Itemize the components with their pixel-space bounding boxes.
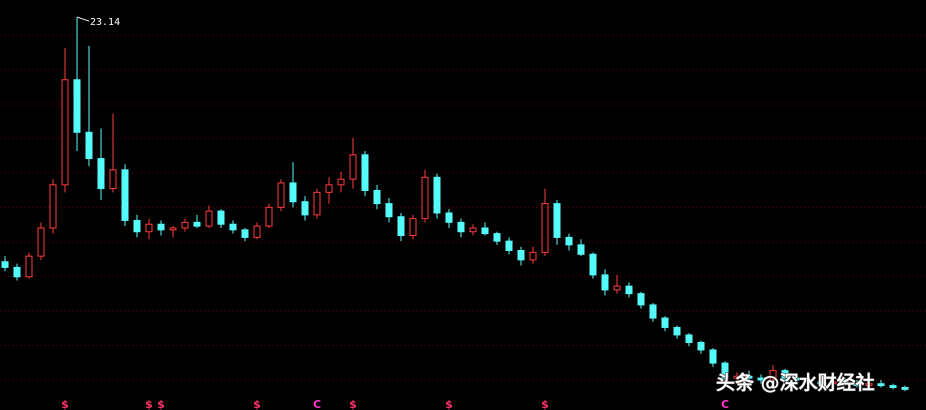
candle-body [253,225,261,238]
candle-body [433,176,441,214]
candle-body [769,370,777,381]
event-marker: C [313,398,321,410]
candle-body [409,218,417,236]
candle-body [277,182,285,208]
candle-body [193,221,201,227]
candle-body [157,223,165,231]
candle-body [241,229,249,238]
candle-body [205,210,213,227]
candle-body [601,274,609,291]
candle-body [649,304,657,319]
candle-body [85,131,93,160]
candle-body [337,178,345,186]
candle-body [841,381,849,385]
candle-body [553,203,561,238]
candle-body [877,383,885,387]
candle-body [109,169,117,190]
event-marker: $ [445,398,453,410]
candle-body [145,223,153,233]
candle-body [577,244,585,255]
candle-body [301,201,309,216]
candle-body [613,285,621,291]
candle-body [589,253,597,276]
candle-body [265,206,273,227]
candle-body [733,375,741,379]
candle-body [397,216,405,236]
candle-body [13,266,21,278]
candle-body [349,154,357,180]
candle-body [745,375,753,379]
candle-body [481,227,489,235]
candle-body [493,233,501,242]
candle-body [625,285,633,295]
candle-body [313,191,321,216]
candle-body [61,79,69,186]
candle-body [565,236,573,246]
event-marker: $ [61,398,69,410]
event-marker: $ [541,398,549,410]
candle-body [373,189,381,205]
event-marker: $ [157,398,165,410]
candle-body [805,379,813,383]
candle-body [709,349,717,364]
candle-body [97,158,105,190]
candle-body [121,169,129,221]
candle-body [505,240,513,252]
candle-body [421,176,429,220]
candle-body [517,250,525,261]
event-marker: C [721,398,729,410]
candle-body [1,261,9,268]
candle-body [25,255,33,278]
candle-body [901,386,909,390]
candle-body [781,370,789,379]
watermark: 头条 @深水财经社 [716,371,875,394]
candle-body [73,79,81,133]
candle-body [529,251,537,261]
candle-body [361,154,369,191]
peak-label: 23.14 [90,17,120,28]
candle-body [865,383,873,387]
candle-body [133,219,141,233]
candle-body [325,184,333,193]
event-marker: $ [349,398,357,410]
peak-pointer [76,16,90,22]
candle-body [685,334,693,343]
candle-body [37,227,45,257]
candles [1,17,909,392]
candle-body [661,317,669,328]
candle-body [757,377,765,381]
candle-body [217,210,225,225]
event-marker: $ [253,398,261,410]
candle-body [793,377,801,381]
candle-body [445,212,453,223]
candle-body [673,326,681,336]
event-marker: $ [145,398,153,410]
candle-body [541,203,549,253]
candle-body [817,381,825,385]
candle-body [229,223,237,231]
candle-body [49,184,57,229]
candle-body [385,203,393,218]
candle-body [169,227,177,231]
candle-body [457,221,465,233]
candle-body [289,182,297,203]
candle-body [853,383,861,387]
candle-body [469,227,477,233]
candle-body [889,385,897,388]
candle-body [697,341,705,351]
candle-body [637,293,645,306]
candle-body [181,221,189,229]
candle-body [721,362,729,379]
candle-body [829,381,837,385]
